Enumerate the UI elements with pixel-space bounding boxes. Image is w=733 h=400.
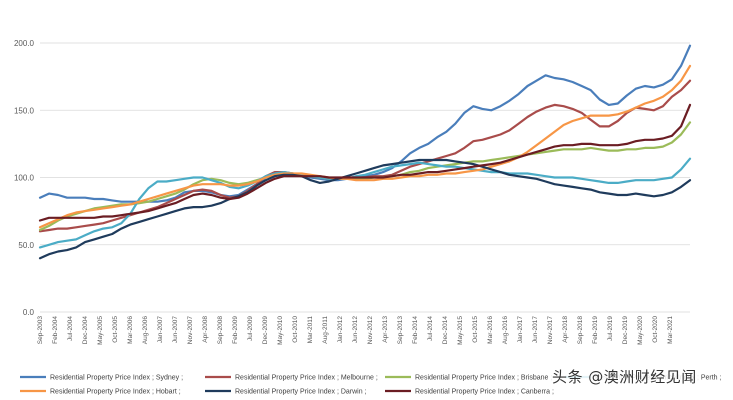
x-tick-label: Jan-2017 — [517, 316, 524, 343]
legend-label: Residential Property Price Index ; Darwi… — [235, 389, 367, 396]
legend-label: Residential Property Price Index ; Hobar… — [50, 389, 181, 396]
x-tick-label: Apr-2008 — [202, 316, 209, 343]
y-tick-label: 200.0 — [14, 39, 35, 48]
x-tick-label: Feb-2004 — [52, 316, 59, 344]
series-line-2 — [38, 121, 692, 232]
x-tick-label: Nov-2017 — [547, 316, 554, 345]
y-tick-label: 0.0 — [23, 308, 35, 317]
legend-label: Residential Property Price Index ; Brisb… — [415, 375, 552, 382]
x-tick-label: Apr-2013 — [382, 316, 389, 343]
x-tick-label: Dec-2004 — [82, 316, 89, 345]
x-tick-label: Dec-2014 — [442, 316, 449, 345]
x-tick-label: Oct-2015 — [472, 316, 479, 343]
x-tick-label: Dec-2019 — [622, 316, 629, 345]
x-tick-label: Aug-2011 — [322, 316, 329, 344]
y-tick-label: 100.0 — [14, 174, 35, 183]
x-tick-label: Jul-2009 — [247, 316, 254, 341]
x-tick-label: Nov-2012 — [367, 316, 374, 345]
x-tick-label: Nov-2007 — [187, 316, 194, 345]
series-lines — [38, 44, 692, 260]
y-tick-label: 50.0 — [18, 241, 34, 250]
series-line-5 — [38, 158, 692, 260]
x-tick-label: Aug-2016 — [502, 316, 509, 345]
x-tick-label: Oct-2010 — [292, 316, 299, 343]
x-tick-label: Apr-2018 — [562, 316, 569, 343]
x-tick-label: Oct-2005 — [112, 316, 119, 343]
x-tick-label: Feb-2014 — [412, 316, 419, 344]
watermark-text: 头条 @澳洲财经见闻 — [548, 366, 701, 387]
x-tick-label: Feb-2019 — [592, 316, 599, 344]
x-tick-label: Mar-2011 — [307, 316, 314, 344]
x-tick-label: May-2005 — [97, 316, 104, 345]
x-tick-label: Sep-2003 — [37, 316, 44, 345]
x-tick-label: May-2015 — [457, 316, 464, 345]
x-tick-label: Mar-2021 — [667, 316, 674, 344]
series-line-4 — [38, 64, 692, 229]
legend-label: Residential Property Price Index ; Sydne… — [50, 375, 183, 382]
x-tick-label: Jun-2017 — [532, 316, 539, 343]
x-tick-label: Sep-2018 — [577, 316, 584, 345]
x-tick-label: Jul-2004 — [67, 316, 74, 341]
series-line-1 — [38, 79, 692, 233]
y-axis-ticks: 0.0 50.0 100.0 150.0 200.0 — [14, 39, 35, 317]
x-axis-ticks: Sep-2003 Feb-2004 Jul-2004 Dec-2004 May-2005… — [37, 316, 674, 345]
legend-label: Residential Property Price Index ; Melbo… — [235, 375, 378, 382]
x-tick-label: Jul-2019 — [607, 316, 614, 341]
x-tick-label: Feb-2009 — [232, 316, 239, 344]
x-tick-label: May-2010 — [277, 316, 284, 345]
x-tick-label: Aug-2006 — [142, 316, 149, 345]
x-tick-label: Mar-2006 — [127, 316, 134, 344]
x-tick-label: Oct-2020 — [652, 316, 659, 343]
x-tick-label: Dec-2009 — [262, 316, 269, 345]
x-tick-label: Sep-2013 — [397, 316, 404, 345]
x-tick-label: Jul-2014 — [427, 316, 434, 341]
x-tick-label: Jun-2007 — [172, 316, 179, 343]
x-tick-label: Mar-2016 — [487, 316, 494, 344]
x-tick-label: Sep-2008 — [217, 316, 224, 345]
series-line-6 — [38, 103, 692, 222]
x-tick-label: Jun-2012 — [352, 316, 359, 343]
x-tick-label: Jan-2007 — [157, 316, 164, 343]
x-tick-label: Jan-2012 — [337, 316, 344, 343]
legend-label: Residential Property Price Index ; Canbe… — [415, 389, 554, 396]
y-tick-label: 150.0 — [14, 106, 35, 115]
x-tick-label: May-2020 — [637, 316, 644, 345]
series-line-3 — [38, 157, 692, 249]
